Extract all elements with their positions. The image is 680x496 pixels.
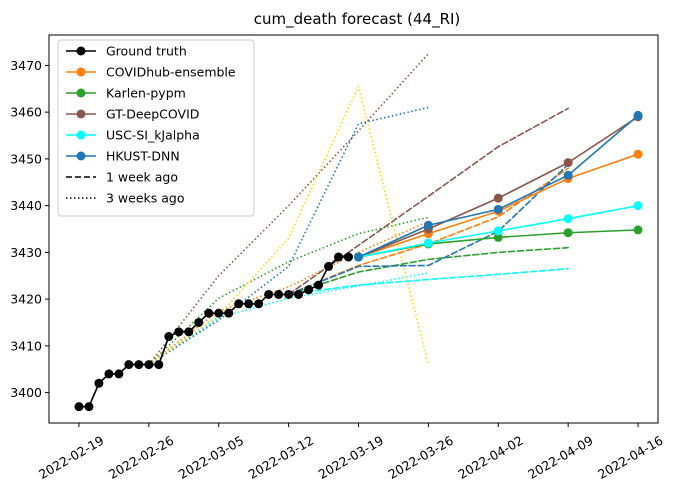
x-tick-label: 2022-02-26 <box>106 433 176 482</box>
forecast-3wk-line <box>148 272 429 366</box>
legend-swatch-marker <box>76 130 86 140</box>
ground-truth-point <box>224 308 234 318</box>
ground-truth-line <box>78 256 350 408</box>
y-tick-label: 3460 <box>10 105 42 120</box>
ground-truth-point <box>124 360 134 370</box>
legend-label: GT-DeepCOVID <box>106 107 199 122</box>
forecast-point <box>423 220 433 230</box>
x-axis: 2022-02-19 2022-02-26 2022-03-05 2022-03-12… <box>36 423 666 482</box>
forecast-point <box>633 149 643 159</box>
ground-truth-point <box>74 402 84 412</box>
legend-box <box>57 39 255 217</box>
forecast-1wk-line <box>287 246 569 296</box>
ground-truth-point <box>254 299 264 309</box>
y-tick-label: 3450 <box>10 151 42 166</box>
ground-truth-point <box>94 378 104 388</box>
ground-truth-point <box>314 280 324 290</box>
y-tick-label: 3440 <box>10 198 42 213</box>
ground-truth-point <box>174 327 184 337</box>
legend-label: HKUST-DNN <box>106 149 180 164</box>
ground-truth-point <box>264 289 274 299</box>
legend-label: Ground truth <box>106 44 187 59</box>
legend-label: COVIDhub-ensemble <box>106 65 236 80</box>
legend-label: USC-SI_kJalpha <box>106 128 200 143</box>
forecast-point <box>633 110 643 120</box>
forecast-1wk-line <box>287 107 569 296</box>
ground-truth-point <box>334 252 344 262</box>
forecast-point <box>563 228 573 238</box>
legend-swatch-marker <box>76 109 86 119</box>
legend-swatch-marker <box>76 46 86 56</box>
ground-truth-point <box>194 317 204 327</box>
ground-truth-point <box>284 289 294 299</box>
ground-truth-point <box>244 299 254 309</box>
plot-frame <box>48 34 659 424</box>
ground-truth-point <box>84 402 94 412</box>
y-tick-label: 3470 <box>10 58 42 73</box>
ground-truth-point <box>274 289 284 299</box>
y-tick-label: 3400 <box>10 385 42 400</box>
y-tick-label: 3430 <box>10 245 42 260</box>
ground-truth-point <box>234 299 244 309</box>
forecast-3wk-line <box>148 85 430 366</box>
ground-truth-point <box>164 332 174 342</box>
x-tick-label: 2022-04-02 <box>455 433 525 482</box>
forecast-point <box>493 232 503 242</box>
legend-label: 1 week ago <box>106 170 178 185</box>
legend-label: Karlen-pypm <box>106 86 186 101</box>
ground-truth-point <box>304 285 314 295</box>
y-axis: 3400 3410 3420 3430 3440 3450 3460 3470 <box>10 58 49 400</box>
legend-swatch-marker <box>76 88 86 98</box>
forecast-point <box>563 214 573 224</box>
forecast-point <box>493 204 503 214</box>
forecast-point <box>493 193 503 203</box>
forecast-point <box>563 170 573 180</box>
ground-truth-point <box>114 369 124 379</box>
x-tick-label: 2022-03-12 <box>246 433 316 482</box>
forecast-1wk-line <box>287 163 569 296</box>
ground-truth-point <box>184 327 194 337</box>
forecast-1wk-line <box>287 267 569 296</box>
forecast-point <box>353 252 363 262</box>
y-tick-label: 3420 <box>10 292 42 307</box>
legend: Ground truth COVIDhub-ensemble Karlen-pypm… <box>57 39 255 217</box>
x-tick-label: 2022-04-09 <box>525 433 595 482</box>
y-tick-label: 3410 <box>10 338 42 353</box>
chart-title: cum_death forecast (44_RI) <box>254 10 461 29</box>
x-tick-label: 2022-02-19 <box>36 433 106 482</box>
ground-truth-point <box>134 360 144 370</box>
ground-truth-point <box>154 360 164 370</box>
forecast-point <box>633 225 643 235</box>
x-tick-label: 2022-04-16 <box>595 433 665 482</box>
forecast-3wk-line <box>148 53 429 366</box>
forecast-3wk-line <box>148 220 429 366</box>
ground-truth-point <box>204 308 214 318</box>
forecast-point <box>493 226 503 236</box>
ground-truth-point <box>344 252 354 262</box>
legend-swatch-marker <box>76 151 86 161</box>
x-tick-label: 2022-03-05 <box>176 433 246 482</box>
legend-label: 3 weeks ago <box>106 191 185 206</box>
forecast-point <box>633 201 643 211</box>
x-tick-label: 2022-03-26 <box>385 433 455 482</box>
ground-truth-point <box>294 289 304 299</box>
forecast-point <box>423 238 433 248</box>
ground-truth-point <box>214 308 224 318</box>
ground-truth-point <box>144 360 154 370</box>
series-layer <box>74 53 643 412</box>
legend-swatch-marker <box>76 67 86 77</box>
ground-truth-point <box>104 369 114 379</box>
ground-truth-point <box>324 261 334 271</box>
x-tick-label: 2022-03-19 <box>316 433 386 482</box>
forecast-point <box>563 158 573 168</box>
